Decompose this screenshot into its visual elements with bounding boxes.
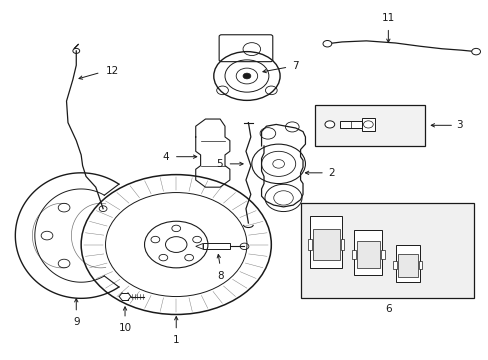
Text: 2: 2 [328,168,334,178]
Bar [300,203,473,298]
Text: 7: 7 [291,61,298,71]
Polygon shape [195,243,203,249]
Bar [315,105,424,146]
Text: 4: 4 [162,152,168,162]
Text: 6: 6 [384,304,391,314]
Bar [392,261,396,269]
Text: 3: 3 [456,120,462,130]
Circle shape [240,243,248,249]
Bar [340,239,344,250]
Text: 5: 5 [216,159,222,169]
Bar [356,242,379,268]
Bar [380,250,384,259]
Bar [395,244,419,282]
Circle shape [471,48,480,55]
Text: 11: 11 [381,13,394,23]
Text: 10: 10 [118,323,131,333]
Bar [339,121,361,128]
Bar [203,243,229,249]
Bar [418,261,422,269]
Text: 1: 1 [173,335,179,345]
Circle shape [325,121,334,128]
Circle shape [323,41,331,47]
Circle shape [73,48,80,53]
Bar [312,229,339,260]
Text: 12: 12 [105,66,119,76]
Bar [307,239,311,250]
Text: 9: 9 [73,318,80,327]
Circle shape [99,206,107,212]
Bar [361,118,374,131]
Bar [310,216,341,268]
Bar [353,230,382,275]
Text: 8: 8 [216,271,223,281]
Circle shape [243,73,250,79]
Bar [397,254,417,276]
Bar [351,250,355,259]
